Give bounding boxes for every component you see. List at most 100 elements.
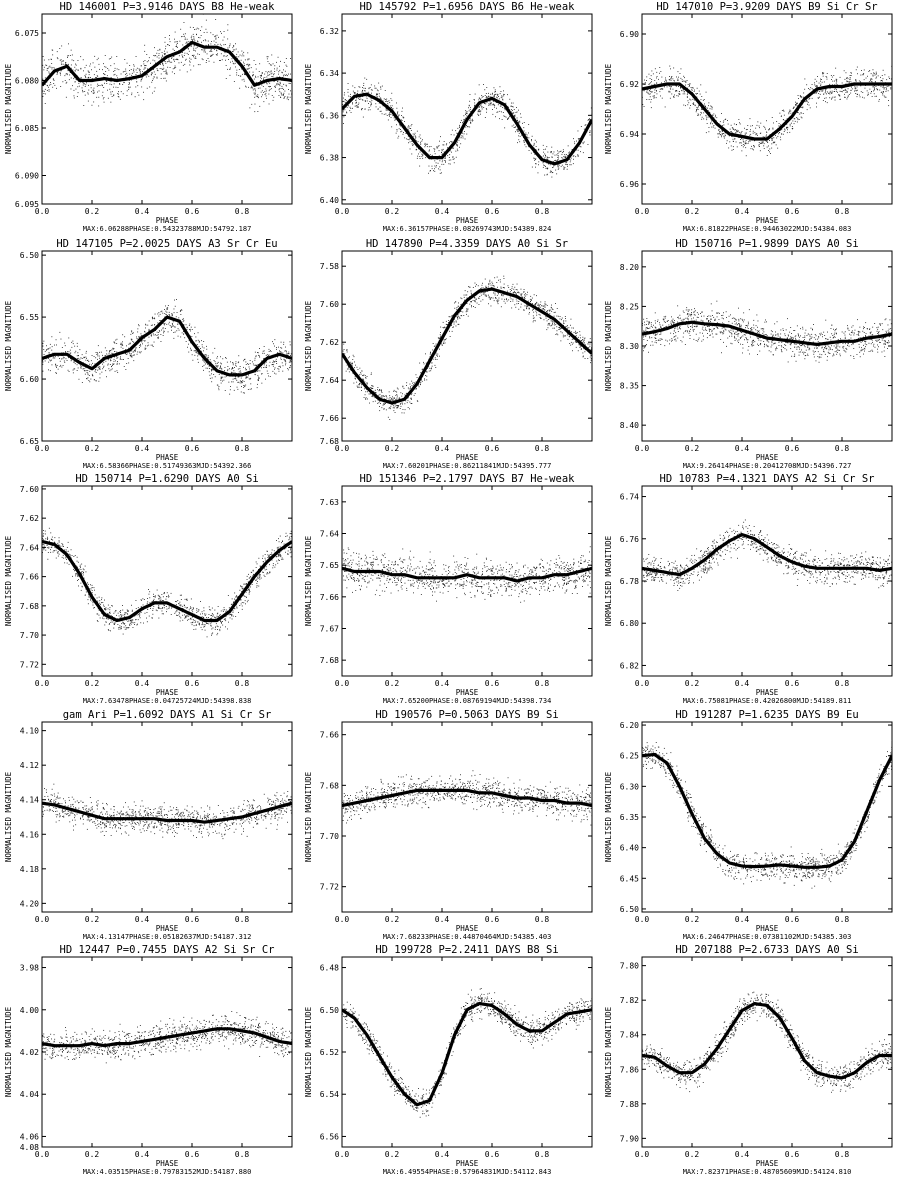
data-point (220, 31, 221, 33)
data-point (103, 362, 105, 364)
x-tick-label: 0.2 (85, 207, 100, 216)
data-point (203, 347, 205, 349)
data-point (344, 92, 345, 94)
data-point (170, 325, 172, 327)
data-point (145, 327, 146, 329)
data-point (223, 379, 225, 381)
data-point (84, 67, 86, 69)
data-point (71, 59, 73, 61)
data-point (165, 80, 167, 82)
data-point (143, 99, 145, 101)
data-point (49, 65, 51, 67)
data-point (494, 96, 495, 98)
data-point (345, 370, 347, 372)
data-point (773, 141, 775, 143)
data-point (721, 133, 723, 135)
data-point (374, 397, 376, 399)
data-point (543, 309, 545, 311)
data-point (280, 93, 282, 95)
data-point (544, 301, 546, 303)
data-point (269, 71, 271, 73)
data-point (258, 377, 260, 379)
data-point (116, 338, 118, 340)
data-point (366, 383, 368, 385)
data-point (131, 74, 133, 76)
data-point (763, 148, 765, 149)
data-point (711, 107, 713, 109)
data-point (211, 373, 212, 375)
data-point (55, 363, 57, 365)
data-point (718, 133, 720, 135)
data-point (520, 113, 521, 115)
data-point (548, 163, 549, 165)
data-point (474, 282, 476, 284)
data-point (654, 84, 656, 86)
data-point (89, 65, 91, 67)
data-point (77, 60, 79, 61)
data-point (778, 123, 780, 124)
data-point (536, 312, 538, 314)
data-point (515, 298, 517, 300)
panel-title: HD 145792 P=1.6956 DAYS B6 He-weak (360, 1, 576, 13)
data-point (232, 367, 234, 369)
data-point (135, 78, 137, 80)
data-point (392, 396, 393, 398)
data-point (685, 80, 687, 82)
data-point (242, 53, 244, 55)
data-point (207, 363, 208, 365)
data-point (415, 140, 417, 142)
data-point (648, 83, 650, 85)
data-point (284, 350, 286, 352)
data-point (117, 372, 119, 373)
data-point (81, 354, 83, 356)
data-point (885, 87, 887, 88)
data-point (817, 97, 819, 99)
data-point (152, 318, 153, 320)
data-point (224, 44, 226, 45)
data-point (364, 101, 366, 102)
data-point (186, 328, 188, 330)
data-point (415, 149, 417, 151)
data-point (163, 77, 165, 79)
data-point (863, 97, 865, 99)
data-point (173, 308, 175, 310)
data-point (443, 327, 445, 329)
data-point (519, 120, 521, 122)
data-point (243, 78, 245, 80)
data-point (517, 119, 518, 121)
data-point (193, 36, 195, 38)
data-point (850, 72, 852, 74)
data-point (479, 292, 481, 294)
data-point (279, 91, 281, 93)
data-point (148, 75, 150, 77)
data-point (166, 323, 168, 325)
data-point (160, 73, 162, 75)
data-point (156, 331, 158, 333)
data-point (553, 165, 555, 167)
data-point (858, 80, 860, 82)
data-point (414, 132, 416, 134)
data-point (546, 305, 548, 306)
data-point (494, 91, 496, 93)
data-point (43, 90, 45, 92)
data-point (117, 96, 119, 97)
data-point (457, 313, 459, 315)
data-point (743, 141, 745, 143)
data-point (255, 64, 257, 65)
data-point (128, 82, 130, 83)
data-point (750, 129, 751, 131)
data-point (62, 356, 64, 358)
data-point (790, 112, 792, 114)
data-point (479, 111, 481, 112)
data-point (372, 396, 374, 398)
data-point (110, 360, 112, 361)
data-point (463, 294, 465, 296)
data-point (139, 347, 140, 348)
data-point (68, 357, 69, 359)
data-point (810, 87, 812, 89)
data-point (52, 86, 54, 88)
data-point (154, 55, 156, 57)
data-point (96, 85, 98, 87)
data-point (205, 44, 207, 46)
data-point (509, 115, 510, 117)
